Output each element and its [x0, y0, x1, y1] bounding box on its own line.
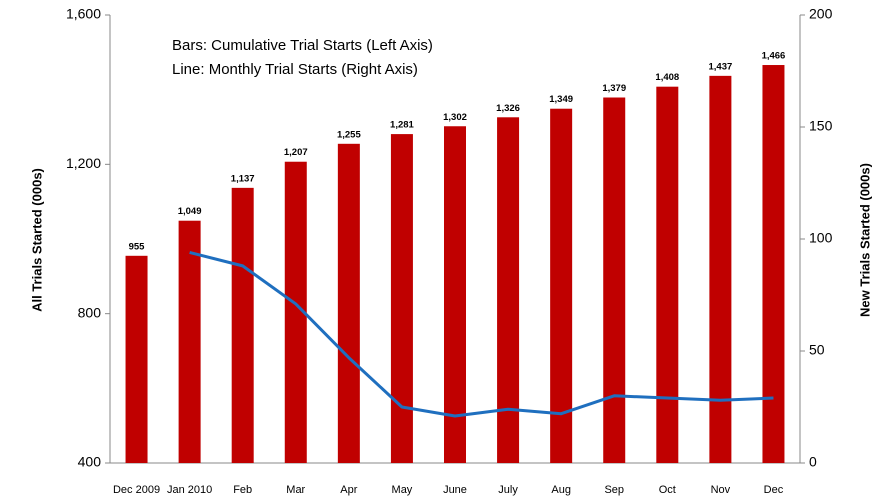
y2-tick-label: 0	[809, 454, 817, 470]
bar	[178, 220, 201, 463]
bar	[125, 255, 148, 463]
x-tick-label: July	[498, 484, 518, 496]
data-label: 1,437	[708, 61, 732, 72]
data-label: 1,255	[337, 129, 361, 140]
y2-tick-label: 150	[809, 118, 833, 134]
x-tick-label: May	[392, 484, 413, 496]
y-tick-label: 800	[78, 304, 102, 320]
annotation: Bars: Cumulative Trial Starts (Left Axis…	[172, 37, 433, 54]
bar	[550, 108, 573, 463]
data-label: 1,207	[284, 147, 308, 158]
y2-tick-label: 100	[809, 230, 833, 246]
bar	[762, 65, 785, 463]
data-label: 1,349	[549, 94, 573, 105]
data-label: 1,302	[443, 112, 467, 123]
x-tick-label: Oct	[659, 484, 676, 496]
bar	[709, 75, 732, 463]
y-tick-label: 400	[78, 454, 102, 470]
x-tick-label: Sep	[604, 484, 624, 496]
y-axis-title: All Trials Started (000s)	[29, 168, 44, 312]
line	[189, 250, 774, 418]
x-tick-label: Nov	[711, 484, 731, 496]
bar	[603, 97, 626, 464]
y-tick-label: 1,200	[66, 155, 101, 171]
data-label: 1,326	[496, 103, 520, 114]
x-tick-label: Jan 2010	[167, 484, 212, 496]
y2-tick-label: 50	[809, 342, 825, 358]
x-tick-label: Aug	[551, 484, 571, 496]
data-label: 955	[129, 241, 146, 252]
x-tick-label: Mar	[286, 484, 305, 496]
x-tick-label: Feb	[233, 484, 252, 496]
bar	[337, 143, 360, 464]
x-tick-label: Dec	[764, 484, 784, 496]
bar	[497, 117, 520, 463]
y2-tick-label: 200	[809, 6, 833, 22]
bar	[656, 86, 679, 464]
bar	[444, 126, 466, 464]
data-label: 1,408	[655, 72, 679, 83]
data-label: 1,281	[390, 120, 414, 131]
data-label: 1,466	[762, 51, 786, 62]
bar	[284, 161, 307, 463]
data-label: 1,049	[178, 206, 202, 217]
data-label: 1,379	[602, 83, 626, 94]
x-tick-label: June	[443, 484, 467, 496]
y-tick-label: 1,600	[66, 6, 101, 22]
bar	[231, 187, 254, 463]
data-label: 1,137	[231, 173, 255, 184]
y2-axis-title: New Trials Started (000s)	[857, 163, 872, 317]
bar	[390, 134, 413, 464]
x-tick-label: Apr	[340, 484, 357, 496]
annotation: Line: Monthly Trial Starts (Right Axis)	[172, 61, 418, 78]
x-tick-label: Dec 2009	[113, 484, 160, 496]
